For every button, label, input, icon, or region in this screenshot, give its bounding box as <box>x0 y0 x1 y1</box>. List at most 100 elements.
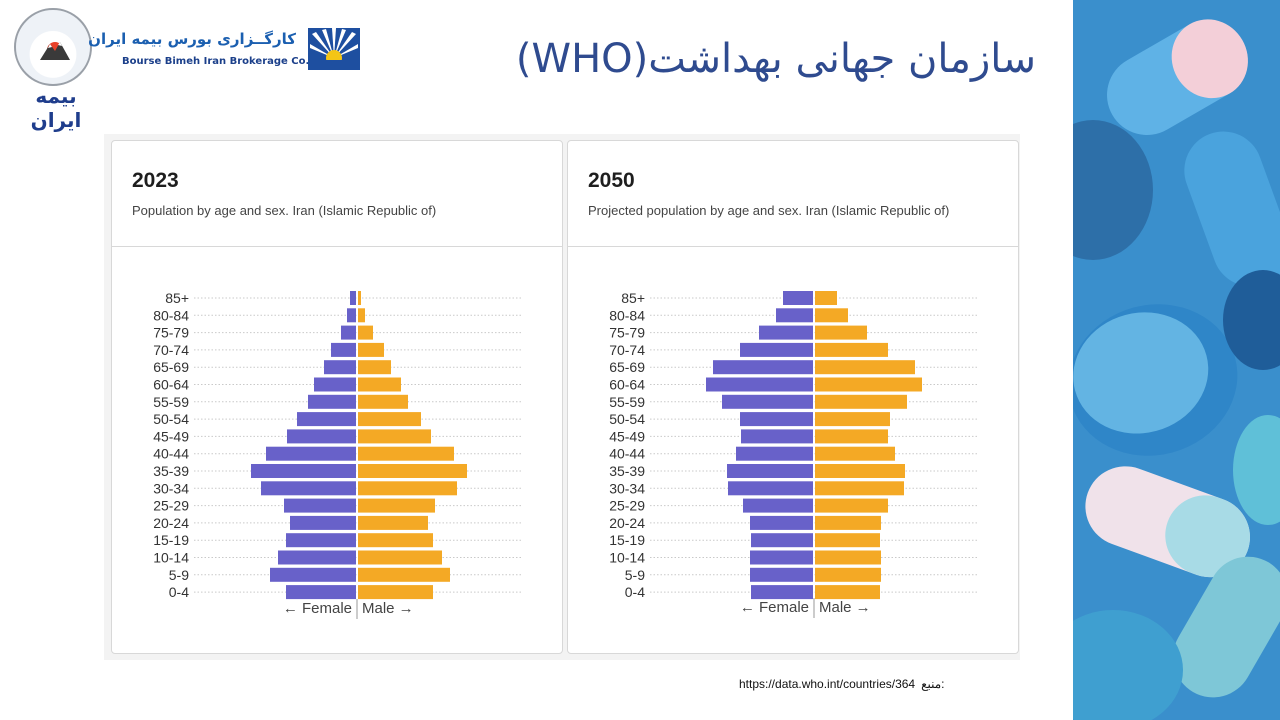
female-bar <box>261 481 356 496</box>
female-bar <box>266 446 356 461</box>
tick-label: 55-59 <box>609 394 645 410</box>
female-bar <box>776 308 813 323</box>
male-bar <box>358 550 442 565</box>
female-bar <box>308 394 356 409</box>
male-bar <box>358 291 361 305</box>
female-bar <box>251 464 356 478</box>
chart-header: 2050 Projected population by age and sex… <box>568 141 1018 247</box>
tick-label: 70-74 <box>609 342 645 358</box>
male-bar <box>358 481 457 496</box>
female-bar <box>713 360 813 375</box>
tick-label: 30-34 <box>609 480 645 496</box>
female-bar <box>287 429 356 444</box>
male-bar <box>815 360 915 375</box>
chart-panel-2023: 2023 Population by age and sex. Iran (Is… <box>111 140 563 654</box>
tick-label: 65-69 <box>609 359 645 375</box>
female-bar <box>270 567 356 582</box>
male-bar <box>815 446 895 461</box>
male-bar <box>358 412 421 427</box>
tick-label: 0-4 <box>625 584 645 600</box>
female-bar <box>759 325 813 340</box>
female-bar <box>727 464 813 478</box>
female-bar <box>740 342 813 357</box>
tick-label: 10-14 <box>153 550 189 566</box>
tick-label: 35-39 <box>153 463 189 479</box>
female-bar <box>278 550 356 565</box>
male-bar <box>358 308 365 323</box>
female-bar <box>290 515 356 530</box>
tick-label: 60-64 <box>153 377 189 393</box>
female-bar <box>347 308 356 323</box>
sunburst-icon <box>308 28 360 70</box>
page-title: سازمان جهانی بهداشت(WHO) <box>515 36 1036 82</box>
male-bar <box>358 515 428 530</box>
tick-label: 65-69 <box>153 359 189 375</box>
chart-year-label: 2050 <box>588 169 635 192</box>
pills-illustration <box>1073 0 1280 720</box>
female-bar <box>324 360 356 375</box>
tick-label: 80-84 <box>609 307 645 323</box>
tick-label: 10-14 <box>609 550 645 566</box>
female-bar <box>350 291 356 305</box>
mountain-sun-icon <box>40 42 70 60</box>
male-bar <box>358 533 433 548</box>
source-url[interactable]: https://data.who.int/countries/364 <box>739 677 916 691</box>
male-bar <box>358 446 454 461</box>
male-bar <box>815 394 907 409</box>
male-bar <box>815 567 881 582</box>
male-bar <box>815 342 888 357</box>
female-bar <box>286 533 356 548</box>
male-bar <box>815 429 888 444</box>
source-label: منبع: <box>921 677 945 691</box>
tick-label: 70-74 <box>153 342 189 358</box>
tick-label: 80-84 <box>153 307 189 323</box>
male-bar <box>815 533 880 548</box>
male-bar <box>815 291 837 305</box>
tick-label: 35-39 <box>609 463 645 479</box>
tick-label: 40-44 <box>153 446 189 462</box>
broker-name-en: Bourse Bimeh Iran Brokerage Co. <box>122 56 310 67</box>
female-bar <box>740 412 813 427</box>
female-bar <box>783 291 813 305</box>
chart-subtitle: Projected population by age and sex. Ira… <box>588 203 950 218</box>
female-bar <box>297 412 356 427</box>
female-bar <box>751 585 813 600</box>
male-bar <box>358 325 373 340</box>
male-bar <box>358 377 401 392</box>
tick-label: 40-44 <box>609 446 645 462</box>
female-bar <box>284 498 356 513</box>
male-bar <box>815 464 905 478</box>
tick-label: 15-19 <box>609 532 645 548</box>
male-bar <box>815 325 867 340</box>
tick-label: 85+ <box>621 290 645 306</box>
legend-male: Male → <box>362 600 414 617</box>
male-bar <box>815 515 881 530</box>
male-bar <box>815 308 848 323</box>
female-bar <box>741 429 813 444</box>
source-citation: https://data.who.int/countries/364 منبع: <box>739 677 945 691</box>
male-bar <box>358 498 435 513</box>
tick-label: 20-24 <box>609 515 645 531</box>
chart-year-label: 2023 <box>132 169 179 192</box>
female-bar <box>736 446 813 461</box>
chart-subtitle: Population by age and sex. Iran (Islamic… <box>132 203 437 218</box>
broker-name-fa: کارگــزاری بورس بیمه ایران <box>88 30 296 48</box>
male-bar <box>358 585 433 600</box>
tick-label: 75-79 <box>609 325 645 341</box>
tick-label: 0-4 <box>169 584 189 600</box>
tick-label: 25-29 <box>609 498 645 514</box>
tick-label: 5-9 <box>625 567 645 583</box>
tick-label: 15-19 <box>153 532 189 548</box>
female-bar <box>750 515 813 530</box>
logo-text: بیمه ایران <box>30 84 82 132</box>
female-bar <box>751 533 813 548</box>
male-bar <box>358 567 450 582</box>
tick-label: 50-54 <box>153 411 189 427</box>
chart-panel-2050: 2050 Projected population by age and sex… <box>567 140 1019 654</box>
female-bar <box>743 498 813 513</box>
tick-label: 20-24 <box>153 515 189 531</box>
tick-label: 5-9 <box>169 567 189 583</box>
male-bar <box>358 394 408 409</box>
female-bar <box>314 377 356 392</box>
